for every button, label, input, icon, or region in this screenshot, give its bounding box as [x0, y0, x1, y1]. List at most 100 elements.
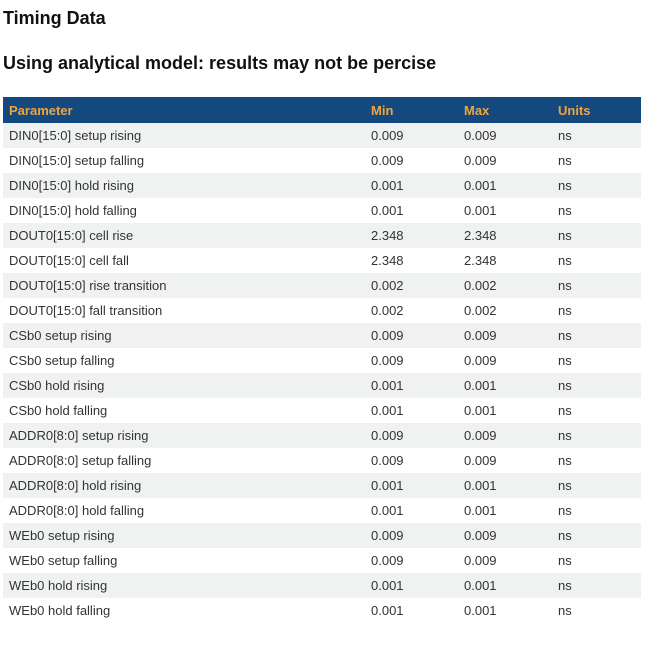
cell-parameter: DIN0[15:0] setup rising [9, 128, 142, 143]
column-header-min: Min [369, 97, 462, 123]
cell-parameter: CSb0 hold falling [9, 403, 108, 418]
cell-max: 0.001 [464, 503, 497, 518]
cell-max: 0.009 [464, 153, 497, 168]
table-row: DOUT0[15:0] rise transition 0.002 0.002 ns [3, 273, 641, 298]
cell-min: 0.001 [371, 203, 404, 218]
cell-max: 0.009 [464, 428, 497, 443]
cell-min: 0.009 [371, 153, 404, 168]
page-title: Timing Data [3, 8, 106, 28]
cell-units: ns [558, 303, 572, 318]
cell-parameter: WEb0 setup falling [9, 553, 118, 568]
cell-min: 0.009 [371, 553, 404, 568]
cell-units: ns [558, 353, 572, 368]
cell-units: ns [558, 228, 572, 243]
cell-min: 0.009 [371, 453, 404, 468]
column-header-units: Units [556, 97, 641, 123]
cell-units: ns [558, 503, 572, 518]
cell-max: 0.009 [464, 128, 497, 143]
cell-max: 0.001 [464, 478, 497, 493]
cell-parameter: DIN0[15:0] hold falling [9, 203, 137, 218]
cell-min: 0.002 [371, 303, 404, 318]
cell-units: ns [558, 403, 572, 418]
cell-min: 0.001 [371, 603, 404, 618]
cell-units: ns [558, 603, 572, 618]
timing-table: Parameter Min Max Units DIN0[15:0] setup… [3, 97, 641, 623]
cell-max: 2.348 [464, 228, 497, 243]
cell-units: ns [558, 578, 572, 593]
cell-max: 0.001 [464, 603, 497, 618]
cell-units: ns [558, 328, 572, 343]
cell-min: 0.009 [371, 528, 404, 543]
cell-units: ns [558, 178, 572, 193]
cell-parameter: WEb0 hold rising [9, 578, 108, 593]
table-row: CSb0 setup rising 0.009 0.009 ns [3, 323, 641, 348]
table-row: DIN0[15:0] hold falling 0.001 0.001 ns [3, 198, 641, 223]
cell-max: 0.009 [464, 353, 497, 368]
cell-max: 0.002 [464, 278, 497, 293]
cell-parameter: DIN0[15:0] hold rising [9, 178, 135, 193]
cell-min: 0.001 [371, 403, 404, 418]
cell-min: 0.001 [371, 503, 404, 518]
table-row: ADDR0[8:0] setup rising 0.009 0.009 ns [3, 423, 641, 448]
cell-max: 2.348 [464, 253, 497, 268]
cell-units: ns [558, 203, 572, 218]
cell-max: 0.001 [464, 178, 497, 193]
cell-max: 0.001 [464, 203, 497, 218]
cell-units: ns [558, 478, 572, 493]
table-row: ADDR0[8:0] setup falling 0.009 0.009 ns [3, 448, 641, 473]
table-row: WEb0 hold falling 0.001 0.001 ns [3, 598, 641, 623]
table-row: CSb0 hold rising 0.001 0.001 ns [3, 373, 641, 398]
cell-max: 0.009 [464, 528, 497, 543]
cell-max: 0.001 [464, 378, 497, 393]
cell-parameter: ADDR0[8:0] hold rising [9, 478, 142, 493]
cell-min: 0.009 [371, 328, 404, 343]
cell-min: 0.001 [371, 478, 404, 493]
cell-max: 0.001 [464, 403, 497, 418]
cell-parameter: CSb0 hold rising [9, 378, 105, 393]
table-row: DIN0[15:0] setup rising 0.009 0.009 ns [3, 123, 641, 148]
table-row: CSb0 setup falling 0.009 0.009 ns [3, 348, 641, 373]
cell-min: 0.009 [371, 128, 404, 143]
cell-min: 0.009 [371, 353, 404, 368]
cell-min: 0.001 [371, 578, 404, 593]
cell-parameter: DOUT0[15:0] fall transition [9, 303, 163, 318]
cell-min: 0.001 [371, 178, 404, 193]
cell-units: ns [558, 428, 572, 443]
page-subtitle: Using analytical model: results may not … [3, 53, 437, 73]
cell-units: ns [558, 128, 572, 143]
cell-parameter: WEb0 setup rising [9, 528, 115, 543]
cell-min: 0.009 [371, 428, 404, 443]
table-row: DOUT0[15:0] fall transition 0.002 0.002 ns [3, 298, 641, 323]
table-row: WEb0 hold rising 0.001 0.001 ns [3, 573, 641, 598]
cell-parameter: WEb0 hold falling [9, 603, 111, 618]
cell-max: 0.009 [464, 553, 497, 568]
table-header-row: Parameter Min Max Units [3, 97, 641, 123]
cell-min: 0.001 [371, 378, 404, 393]
cell-units: ns [558, 253, 572, 268]
cell-parameter: CSb0 setup rising [9, 328, 112, 343]
cell-units: ns [558, 153, 572, 168]
cell-parameter: ADDR0[8:0] hold falling [9, 503, 145, 518]
cell-units: ns [558, 528, 572, 543]
cell-parameter: ADDR0[8:0] setup falling [9, 453, 152, 468]
cell-parameter: DIN0[15:0] setup falling [9, 153, 145, 168]
cell-min: 2.348 [371, 253, 404, 268]
cell-max: 0.002 [464, 303, 497, 318]
table-row: WEb0 setup rising 0.009 0.009 ns [3, 523, 641, 548]
cell-units: ns [558, 378, 572, 393]
cell-parameter: CSb0 setup falling [9, 353, 115, 368]
column-header-parameter: Parameter [3, 97, 369, 123]
timing-report-page: Timing Data Using analytical model: resu… [3, 8, 641, 623]
cell-max: 0.009 [464, 328, 497, 343]
cell-parameter: ADDR0[8:0] setup rising [9, 428, 149, 443]
cell-units: ns [558, 553, 572, 568]
cell-min: 0.002 [371, 278, 404, 293]
cell-units: ns [558, 453, 572, 468]
table-row: ADDR0[8:0] hold rising 0.001 0.001 ns [3, 473, 641, 498]
cell-min: 2.348 [371, 228, 404, 243]
cell-parameter: DOUT0[15:0] cell rise [9, 228, 134, 243]
table-row: ADDR0[8:0] hold falling 0.001 0.001 ns [3, 498, 641, 523]
column-header-max: Max [462, 97, 556, 123]
cell-max: 0.009 [464, 453, 497, 468]
table-row: DIN0[15:0] setup falling 0.009 0.009 ns [3, 148, 641, 173]
